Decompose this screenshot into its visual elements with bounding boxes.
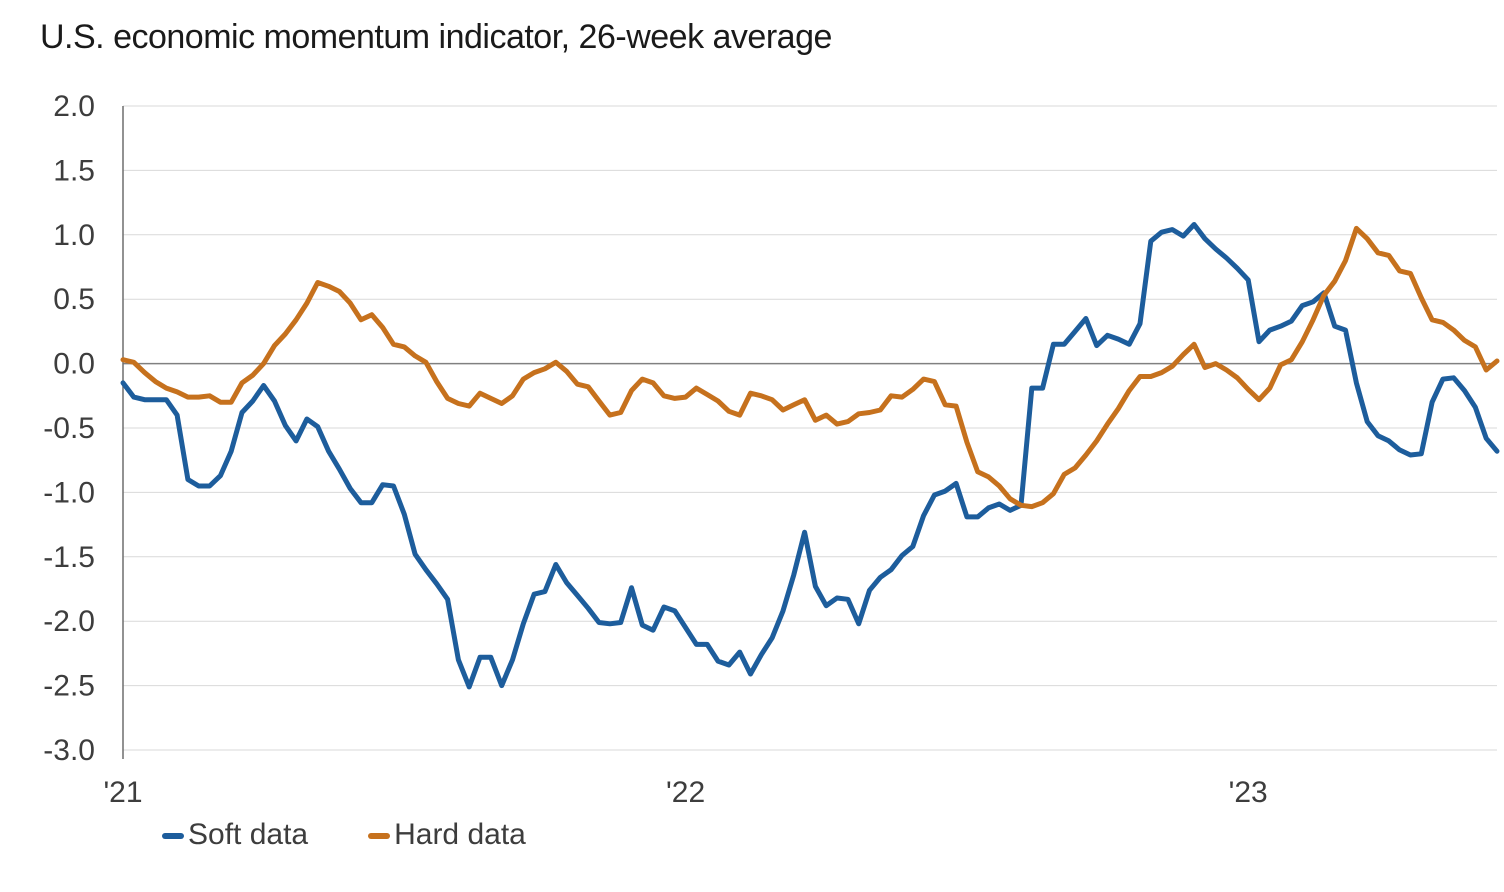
x-tick-label: '23 — [1229, 776, 1268, 809]
hard-data-label: Hard data — [394, 818, 526, 851]
y-tick-label: 0.0 — [53, 348, 95, 381]
y-tick-label: 0.5 — [53, 283, 95, 316]
y-tick-label: -2.0 — [43, 605, 95, 638]
y-tick-label: 2.0 — [53, 90, 95, 123]
legend: Soft data Hard data — [162, 818, 526, 852]
x-tick-label: '21 — [103, 776, 142, 809]
y-tick-label: -0.5 — [43, 412, 95, 445]
y-tick-label: -1.0 — [43, 476, 95, 509]
y-tick-label: 1.0 — [53, 219, 95, 252]
y-tick-label: -2.5 — [43, 670, 95, 703]
hard-data-line — [120, 225, 1500, 510]
soft-data-label: Soft data — [188, 818, 309, 851]
y-tick-label: -3.0 — [43, 734, 95, 767]
y-tick-label: 1.5 — [53, 154, 95, 187]
legend-item-soft-data: Soft data — [162, 818, 308, 852]
x-tick-label: '22 — [666, 776, 705, 809]
chart-title: U.S. economic momentum indicator, 26-wee… — [40, 18, 832, 56]
hard-data-swatch — [368, 833, 391, 839]
soft-data-line — [120, 222, 1500, 690]
y-tick-label: -1.5 — [43, 541, 95, 574]
legend-item-hard-data: Hard data — [368, 818, 526, 852]
soft-data-swatch — [162, 833, 184, 839]
